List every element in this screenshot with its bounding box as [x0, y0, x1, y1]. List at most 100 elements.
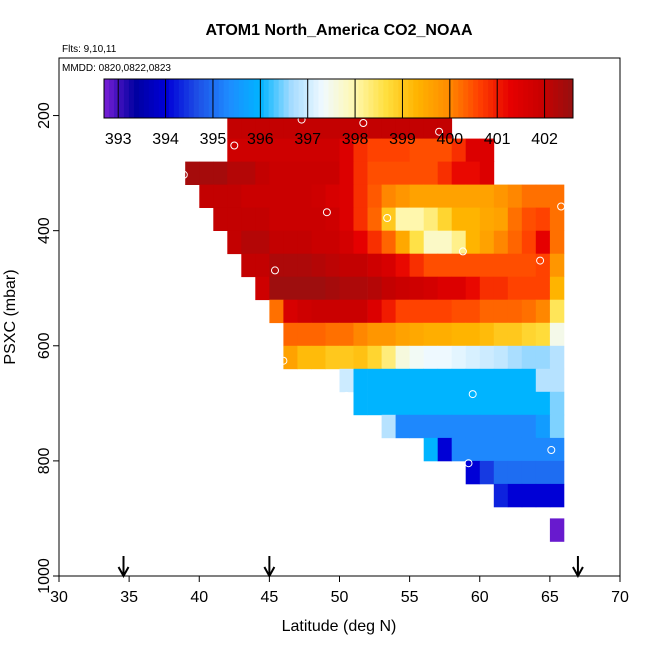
- colorbar-segment: [223, 79, 230, 118]
- x-tick-label: 55: [401, 589, 419, 606]
- heatmap-cell: [409, 414, 424, 439]
- heatmap-cell: [353, 345, 368, 370]
- heatmap-cell: [493, 391, 509, 416]
- heatmap-cell: [479, 414, 495, 439]
- colorbar-tick-label: 400: [436, 131, 463, 148]
- colorbar-tick-label: 395: [200, 131, 227, 148]
- heatmap-cell: [325, 345, 340, 370]
- heatmap-cell: [227, 184, 242, 208]
- heatmap-cell: [227, 161, 242, 185]
- colorbar-segment: [513, 79, 519, 118]
- heatmap-cell: [479, 368, 495, 393]
- heatmap-cell: [227, 230, 242, 255]
- heatmap-cell: [381, 230, 396, 255]
- heatmap-cell: [283, 322, 298, 347]
- heatmap-cell: [409, 345, 424, 370]
- colorbar-segment: [398, 79, 404, 118]
- heatmap-cell: [437, 368, 453, 393]
- heatmap-cell: [353, 276, 368, 301]
- heatmap-cell: [549, 345, 565, 370]
- sample-marker: [536, 256, 545, 265]
- heatmap-cell: [255, 184, 270, 208]
- heatmap-cell: [241, 230, 256, 255]
- dates-label: MMDD: 0820,0822,0823: [62, 63, 171, 74]
- heatmap-cell: [325, 115, 340, 139]
- colorbar-segment: [518, 79, 524, 118]
- heatmap-cell: [381, 299, 396, 324]
- heatmap-cell: [269, 161, 284, 185]
- colorbar-segment: [428, 79, 434, 118]
- heatmap-cell: [535, 460, 551, 485]
- x-tick-label: 40: [190, 589, 208, 606]
- heatmap-cell: [339, 345, 354, 370]
- heatmap-cell: [465, 276, 481, 301]
- heatmap-cell: [409, 253, 424, 278]
- colorbar-segment: [403, 79, 409, 118]
- heatmap-cell: [465, 230, 481, 255]
- heatmap-cell: [409, 138, 424, 162]
- heatmap-cell: [269, 138, 284, 162]
- heatmap-cell: [353, 184, 368, 208]
- y-tick-label: 200: [36, 102, 53, 129]
- colorbar-segment: [488, 79, 494, 118]
- sample-marker: [458, 247, 467, 256]
- heatmap-cell: [255, 138, 270, 162]
- heatmap-cell: [521, 322, 537, 347]
- colorbar-segment: [218, 79, 225, 118]
- heatmap-cell: [423, 322, 439, 347]
- heatmap-cell: [311, 184, 326, 208]
- heatmap-cell: [213, 161, 228, 185]
- heatmap-cell: [395, 207, 410, 231]
- heatmap-cell: [437, 276, 453, 301]
- colorbar-segment: [243, 79, 250, 118]
- flight-arrow-head: [263, 566, 276, 579]
- heatmap-cell: [437, 299, 453, 324]
- heatmap-cell: [409, 161, 424, 185]
- heatmap-cell: [493, 230, 509, 255]
- heatmap-cell: [339, 322, 354, 347]
- colorbar-segment: [133, 79, 140, 118]
- colorbar-segment: [198, 79, 205, 118]
- y-tick-label: 800: [36, 447, 53, 474]
- heatmap-cell: [199, 184, 214, 208]
- heatmap-cell: [493, 253, 509, 278]
- colorbar-segment: [168, 79, 175, 118]
- colorbar-segment: [183, 79, 190, 118]
- colorbar-segment: [463, 79, 469, 118]
- heatmap-cell: [465, 207, 481, 231]
- heatmap-cell: [437, 138, 453, 162]
- heatmap-cell: [213, 207, 228, 231]
- heatmap-cell: [451, 391, 467, 416]
- heatmap-cell: [311, 230, 326, 255]
- heatmap-cell: [227, 115, 242, 139]
- heatmap-cell: [381, 322, 396, 347]
- heatmap-cell: [297, 161, 312, 185]
- colorbar-segment: [468, 79, 474, 118]
- heatmap-cell: [283, 253, 298, 278]
- heatmap-cell: [521, 414, 537, 439]
- y-axis-label: PSXC (mbar): [2, 269, 19, 364]
- colorbar-segment: [353, 79, 359, 118]
- heatmap-cell: [451, 368, 467, 393]
- colorbar-segment: [118, 79, 125, 118]
- heatmap-cell: [535, 391, 551, 416]
- heatmap-cells: [185, 104, 565, 542]
- colorbar-segment: [288, 79, 294, 118]
- heatmap-cell: [549, 437, 565, 462]
- heatmap-cell: [465, 460, 481, 485]
- heatmap-cell: [409, 299, 424, 324]
- heatmap-cell: [535, 322, 551, 347]
- heatmap-cell: [395, 230, 410, 255]
- colorbar-segment: [258, 79, 265, 118]
- heatmap-cell: [465, 437, 481, 462]
- heatmap-cell: [325, 184, 340, 208]
- colorbar-segment: [543, 79, 549, 118]
- heatmap-cell: [451, 230, 467, 255]
- heatmap-cell: [535, 299, 551, 324]
- heatmap-cell: [437, 230, 453, 255]
- heatmap-cell: [311, 299, 326, 324]
- heatmap-cell: [465, 184, 481, 208]
- heatmap-cell: [465, 345, 481, 370]
- heatmap-cell: [451, 276, 467, 301]
- heatmap-cell: [339, 207, 354, 231]
